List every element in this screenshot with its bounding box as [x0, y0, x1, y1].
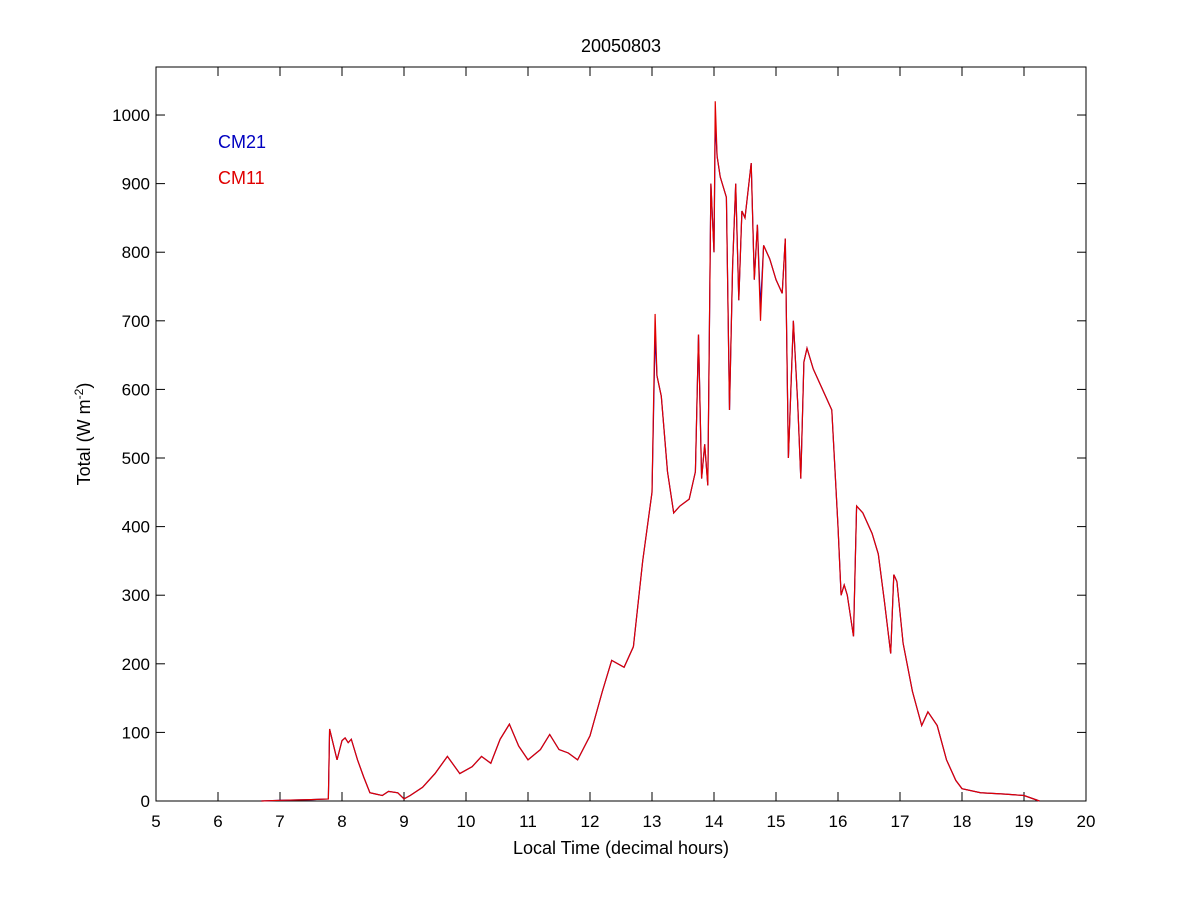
x-tick-label: 15	[767, 812, 786, 831]
y-tick-label: 500	[122, 449, 150, 468]
x-tick-label: 14	[705, 812, 724, 831]
legend-entry: CM21	[218, 132, 266, 152]
x-tick-label: 8	[337, 812, 346, 831]
y-axis-label-suffix: )	[74, 383, 94, 389]
y-tick-label: 400	[122, 518, 150, 537]
y-axis-label-superscript: -2	[72, 388, 86, 399]
x-tick-label: 12	[581, 812, 600, 831]
y-tick-label: 200	[122, 655, 150, 674]
y-tick-label: 900	[122, 175, 150, 194]
y-tick-label: 300	[122, 586, 150, 605]
x-tick-label: 9	[399, 812, 408, 831]
x-tick-label: 5	[151, 812, 160, 831]
x-tick-label: 17	[891, 812, 910, 831]
x-tick-label: 11	[519, 812, 537, 831]
y-tick-label: 100	[122, 723, 150, 742]
x-tick-label: 13	[643, 812, 662, 831]
y-axis-label-text: Total (W m	[74, 399, 94, 485]
x-tick-label: 16	[829, 812, 848, 831]
x-axis-label: Local Time (decimal hours)	[513, 838, 729, 858]
legend-entry: CM11	[218, 168, 265, 188]
y-tick-label: 800	[122, 243, 150, 262]
y-tick-label: 1000	[112, 106, 150, 125]
data-line	[261, 101, 1040, 802]
x-tick-label: 10	[457, 812, 476, 831]
y-tick-label: 600	[122, 380, 150, 399]
x-tick-label: 20	[1077, 812, 1096, 831]
plot-area	[155, 66, 1087, 802]
y-tick-label: 700	[122, 312, 150, 331]
x-tick-label: 19	[1015, 812, 1034, 831]
x-tick-label: 18	[953, 812, 972, 831]
y-tick-label: 0	[141, 792, 150, 811]
x-tick-label: 6	[213, 812, 222, 831]
chart-title: 20050803	[581, 36, 661, 56]
y-axis-label: Total (W m-2)	[72, 383, 94, 486]
x-tick-label: 7	[275, 812, 284, 831]
